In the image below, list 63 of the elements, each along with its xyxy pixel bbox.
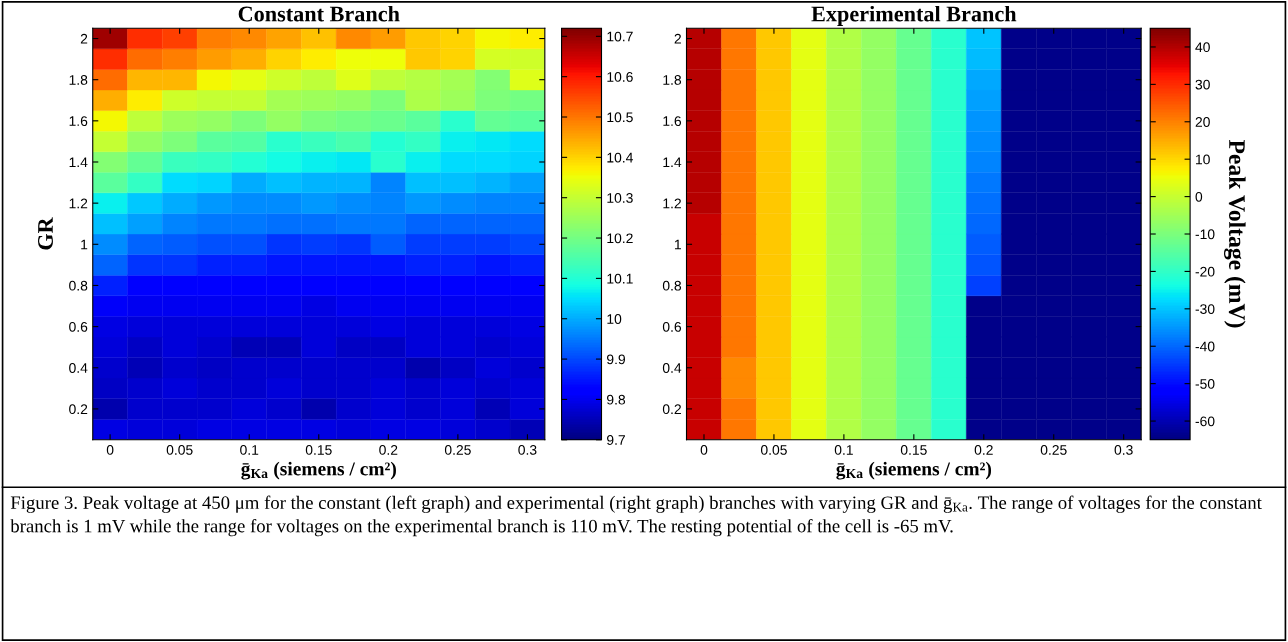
- y-axis-title: GR: [38, 217, 53, 250]
- caption: Figure 3. Peak voltage at 450 μm for the constant (left graph) and experimental (right graph) branches with varying GR and ḡ$_{Ka}$. The range of voltages for the constant branch is 1 mV while the range for voltages on the experimental branch is 110 mV. The resting potential of the cell is -65 mV.: [10, 495, 1262, 537]
- y-tick-label: 1.2: [69, 198, 88, 209]
- color-bar-label: 10: [1196, 154, 1210, 165]
- x-tick-label: 0: [700, 445, 708, 455]
- y-tick-label: 2: [674, 33, 681, 44]
- x-tick-label: 0.25: [1040, 445, 1067, 455]
- chart-title: Experimental Branch: [811, 5, 1017, 27]
- color-bar-label: 9.8: [607, 394, 626, 405]
- y-tick-label: 0.8: [662, 280, 682, 291]
- x-tick-label: 0.2: [974, 445, 993, 455]
- x-tick-label: 0.3: [518, 445, 537, 455]
- y-tick-label: 1.4: [69, 157, 88, 168]
- color-bar-label: 10.1: [607, 273, 633, 284]
- color-bar-label: 10.5: [607, 112, 633, 123]
- y-tick-label: 1: [81, 239, 88, 250]
- y-tick-label: 1.8: [69, 75, 88, 85]
- y-tick-label: 1.6: [663, 116, 682, 127]
- x-tick-label: 0.05: [760, 445, 787, 455]
- color-bar-label: 10.3: [607, 193, 633, 203]
- y-tick-label: 1.6: [69, 116, 88, 127]
- color-bar-label: -30: [1195, 304, 1215, 314]
- y-tick-label: 0.4: [69, 363, 88, 373]
- y-tick-label: 2: [80, 33, 88, 44]
- color-bar-label: -20: [1195, 266, 1215, 277]
- y-tick-label: 0.2: [69, 404, 88, 415]
- x-tick-label: 0.2: [379, 445, 398, 455]
- y-tick-label: 0.8: [69, 280, 88, 291]
- x-tick-label: 0.05: [166, 445, 193, 455]
- color-bar-label: 10.6: [607, 72, 633, 82]
- color-bar-label: 0: [1195, 191, 1203, 202]
- color-bar-title: Peak Voltage (mV): [1224, 139, 1246, 328]
- x-axis-title: ḡ$_{Ka}$ (siemens / cm²): [836, 461, 992, 480]
- color-bar-label: -60: [1195, 416, 1215, 427]
- chart-title: Constant Branch: [238, 5, 400, 22]
- color-bar-label: -50: [1195, 378, 1215, 389]
- x-tick-label: 0.3: [1114, 445, 1133, 455]
- color-bar-label: 30: [1195, 79, 1210, 90]
- color-bar-label: 10.7: [607, 31, 633, 42]
- x-tick-label: 0.15: [305, 445, 332, 455]
- x-tick-label: 0.25: [444, 445, 471, 455]
- y-tick-label: 0.6: [69, 321, 88, 332]
- x-tick-label: 0: [106, 445, 114, 455]
- color-bar-label: -40: [1195, 341, 1215, 352]
- x-tick-label: 0.15: [900, 445, 927, 455]
- color-bar-label: 9.9: [607, 354, 626, 365]
- color-bar-label: 10: [607, 314, 622, 324]
- color-bar-label: 9.7: [607, 435, 625, 445]
- y-tick-label: 1.2: [663, 198, 681, 209]
- color-bar-label: 40: [1195, 42, 1210, 53]
- y-tick-label: 1: [674, 239, 681, 250]
- color-bar-label: -10: [1195, 229, 1215, 240]
- x-tick-label: 0.1: [240, 445, 259, 455]
- color-bar-label: 10.4: [607, 152, 633, 163]
- y-tick-label: 1.4: [663, 157, 682, 168]
- y-tick-label: 0.2: [662, 404, 681, 415]
- x-axis-title: ḡ$_{Ka}$ (siemens / cm²): [241, 461, 396, 480]
- color-bar-label: 10.2: [607, 233, 633, 244]
- color-bar-label: 20: [1195, 117, 1210, 127]
- y-tick-label: 1.8: [663, 75, 682, 85]
- y-tick-label: 0.4: [662, 363, 682, 373]
- y-tick-label: 0.6: [662, 321, 682, 332]
- x-tick-label: 0.1: [834, 445, 853, 455]
